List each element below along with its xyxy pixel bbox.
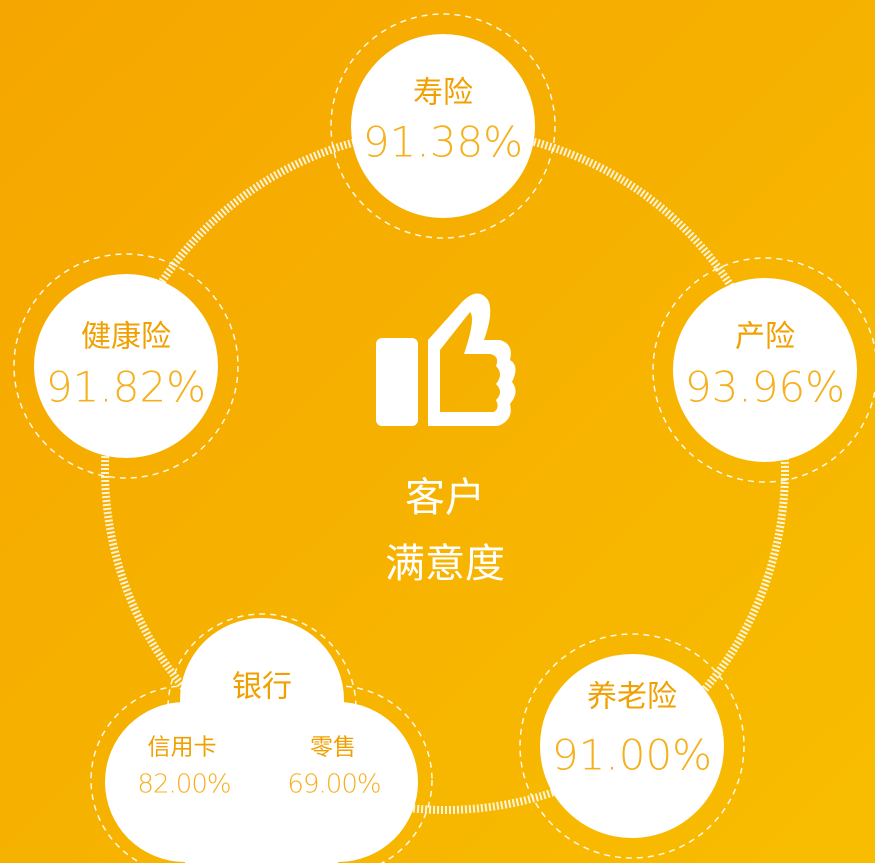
node-disc xyxy=(673,278,857,462)
node: 养老险 91.00% xyxy=(519,633,745,859)
node-label: 寿险 xyxy=(413,76,473,111)
node-value: 91.38% xyxy=(363,118,523,167)
node-disc xyxy=(185,740,338,863)
node-label: 养老险 xyxy=(587,680,677,715)
node-ring xyxy=(330,13,556,239)
node: 健康险 91.82% xyxy=(13,253,239,479)
node: 产险 93.96% xyxy=(652,257,875,483)
node-label: 银行 xyxy=(232,670,292,705)
node-label: 零售 xyxy=(310,735,356,761)
node-value: 91.00% xyxy=(552,731,712,780)
thumbs-up-icon xyxy=(376,293,516,426)
node-disc xyxy=(34,274,218,458)
center-title: 客户 xyxy=(405,475,485,521)
node-label: 健康险 xyxy=(81,320,171,355)
node-value: 69.00% xyxy=(287,770,380,800)
node-disc xyxy=(540,654,724,838)
node-label: 产险 xyxy=(735,320,795,355)
node-ring xyxy=(13,253,239,479)
node: 寿险 91.38% xyxy=(330,13,556,239)
node-value: 93.96% xyxy=(685,363,845,412)
node-disc xyxy=(351,34,535,218)
node-ring xyxy=(519,633,745,859)
node-value: 91.82% xyxy=(46,363,206,412)
center-title: 满意度 xyxy=(385,541,505,587)
node-label: 信用卡 xyxy=(148,735,217,761)
bank-cloud: 银行 信用卡 82.00% 零售 69.00% xyxy=(90,613,433,863)
node-value: 82.00% xyxy=(137,770,230,800)
